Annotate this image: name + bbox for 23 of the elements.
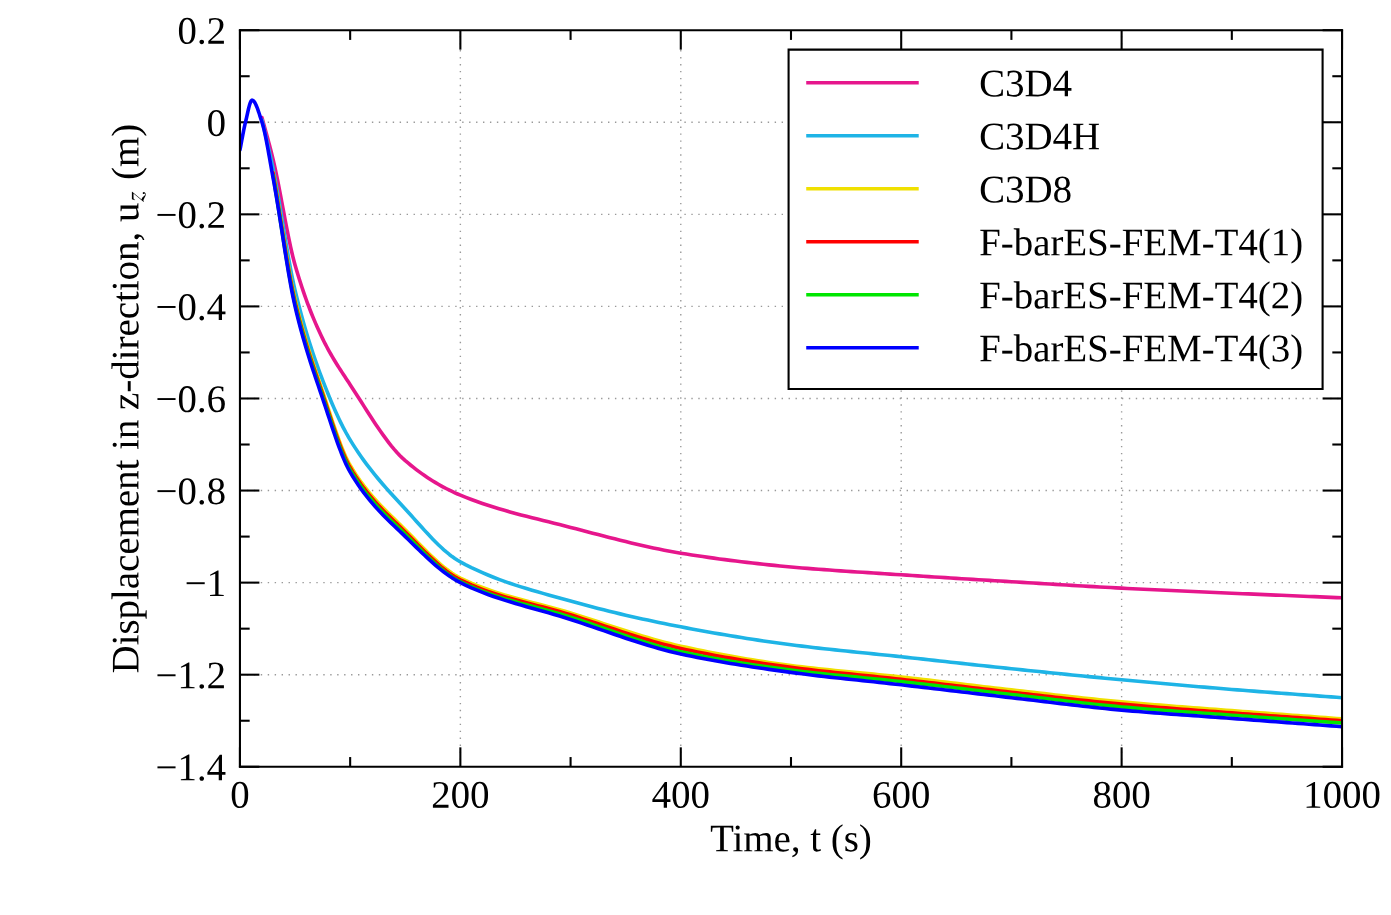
x-tick-label: 1000 [1306, 781, 1380, 809]
y-tick-label: −0.6 [157, 386, 225, 413]
y-tick-label: 0 [208, 109, 225, 137]
legend-label: C3D4 [980, 70, 1072, 97]
y-tick-label: −1.2 [157, 662, 224, 689]
y-tick-label: −0.8 [157, 478, 225, 505]
x-tick-label: 400 [652, 781, 709, 809]
y-tick-label: 0.2 [178, 17, 224, 45]
x-tick-label: 600 [873, 781, 929, 809]
legend-label: F-barES-FEM-T4(2) [980, 281, 1302, 317]
y-tick-label: −0.2 [157, 201, 224, 229]
x-tick-label: 200 [432, 781, 489, 809]
y-tick-label: −1 [186, 570, 224, 597]
x-tick-label: 800 [1093, 781, 1150, 809]
legend-label: C3D4H [980, 123, 1099, 150]
x-tick-label: 0 [231, 781, 249, 809]
legend-label: C3D8 [980, 176, 1071, 203]
y-tick-label: −1.4 [157, 754, 226, 781]
x-axis-title: Time, t (s) [710, 824, 871, 860]
y-tick-label: −0.4 [157, 294, 226, 321]
legend-label: F-barES-FEM-T4(1) [980, 228, 1302, 264]
y-axis-title: Displacement in z-direction, u$_{z}$ (m) [111, 125, 147, 673]
legend-label: F-barES-FEM-T4(3) [980, 334, 1302, 370]
